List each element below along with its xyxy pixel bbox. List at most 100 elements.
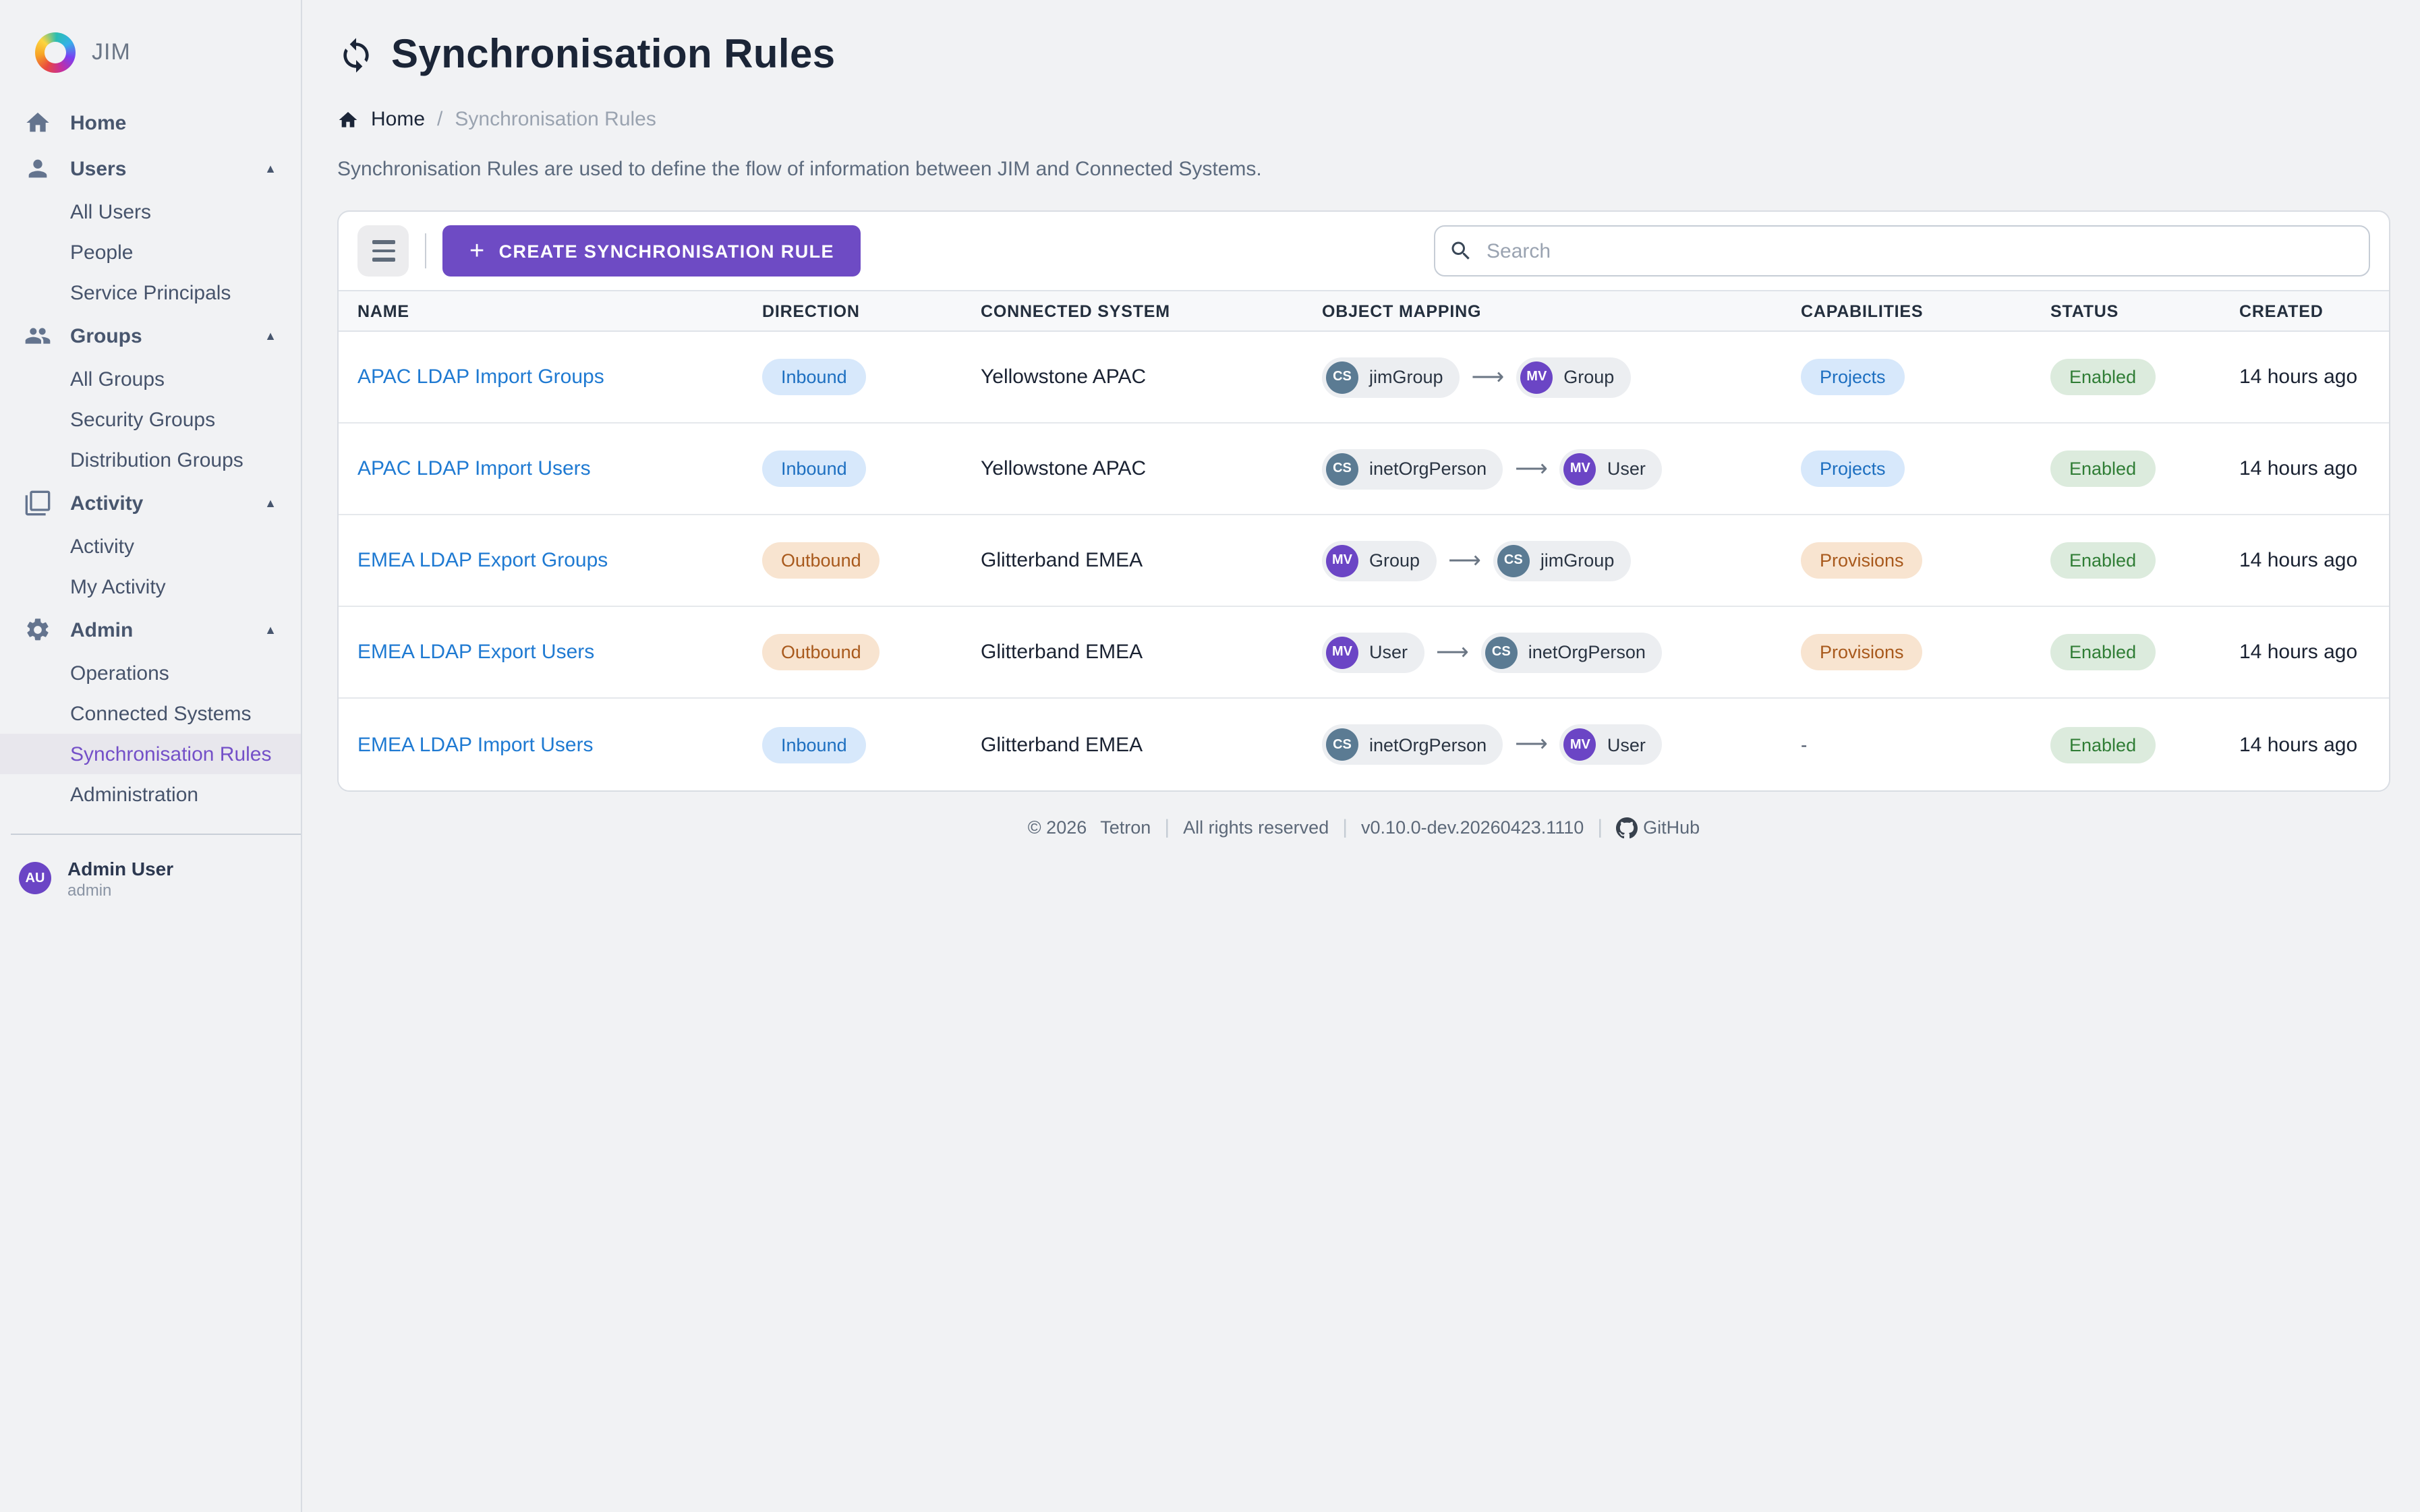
brand: JIM — [0, 22, 301, 100]
capability-badge: Projects — [1801, 359, 1905, 395]
sidebar-item-home[interactable]: Home — [0, 100, 301, 146]
mapping-source-chip: CS inetOrgPerson — [1322, 724, 1503, 765]
source-system-avatar: CS — [1326, 728, 1358, 761]
mapping-source-chip: MV User — [1322, 632, 1424, 672]
search — [1434, 225, 2370, 277]
source-object-label: User — [1369, 642, 1408, 662]
sidebar-group-users[interactable]: Users ▲ — [0, 146, 301, 192]
table-header-row: NAME DIRECTION CONNECTED SYSTEM OBJECT M… — [339, 290, 2389, 332]
target-object-label: Group — [1563, 367, 1615, 387]
capability-badge: Projects — [1801, 450, 1905, 487]
column-header-name: NAME — [357, 301, 409, 320]
target-object-label: jimGroup — [1540, 550, 1615, 571]
target-object-label: inetOrgPerson — [1528, 642, 1646, 662]
capability-badge: Provisions — [1801, 634, 1923, 670]
rule-name-link[interactable]: EMEA LDAP Export Users — [357, 641, 595, 664]
toolbar-divider — [425, 233, 426, 268]
target-system-avatar: MV — [1563, 728, 1596, 761]
connected-system-value: Glitterband EMEA — [981, 549, 1143, 572]
target-system-avatar: CS — [1497, 544, 1530, 577]
sync-icon — [343, 38, 369, 73]
sidebar-group-activity[interactable]: Activity ▲ — [0, 480, 301, 526]
source-system-avatar: CS — [1326, 453, 1358, 485]
table-row[interactable]: EMEA LDAP Export Users Outbound Glitterb… — [339, 607, 2389, 699]
source-system-avatar: MV — [1326, 636, 1358, 668]
github-icon — [1616, 817, 1638, 838]
rule-name-link[interactable]: EMEA LDAP Import Users — [357, 733, 594, 756]
rule-name-link[interactable]: EMEA LDAP Export Groups — [357, 549, 608, 572]
table-row[interactable]: APAC LDAP Import Groups Inbound Yellowst… — [339, 332, 2389, 424]
direction-badge: Inbound — [762, 450, 866, 487]
sidebar-item-operations[interactable]: Operations — [70, 662, 169, 685]
table-body: APAC LDAP Import Groups Inbound Yellowst… — [339, 332, 2389, 790]
created-value: 14 hours ago — [2239, 549, 2358, 572]
rule-name-link[interactable]: APAC LDAP Import Users — [357, 457, 591, 480]
sidebar-item-my-activity[interactable]: My Activity — [70, 575, 166, 598]
page-description: Synchronisation Rules are used to define… — [337, 158, 1262, 181]
mapping-source-chip: CS inetOrgPerson — [1322, 448, 1503, 489]
breadcrumb-separator: / — [437, 108, 443, 131]
rules-table-card: + CREATE SYNCHRONISATION RULE NAME DIREC… — [337, 210, 2390, 792]
mapping-target-chip: MV User — [1559, 448, 1662, 489]
home-icon — [26, 113, 49, 132]
status-badge: Enabled — [2050, 359, 2156, 395]
status-badge: Enabled — [2050, 634, 2156, 670]
chevron-up-icon: ▲ — [264, 329, 277, 343]
sidebar: JIM Home Users ▲ All Users People Servic… — [0, 0, 302, 1512]
column-header-status: STATUS — [2050, 301, 2119, 320]
mapping-source-chip: MV Group — [1322, 540, 1437, 581]
direction-badge: Inbound — [762, 726, 866, 763]
column-header-capabilities: CAPABILITIES — [1801, 301, 1924, 320]
sidebar-item-administration[interactable]: Administration — [70, 783, 199, 806]
search-input[interactable] — [1434, 225, 2370, 277]
footer-company: Tetron — [1100, 817, 1151, 838]
capability-badge: - — [1801, 734, 1808, 755]
activity-icon — [25, 490, 51, 516]
sidebar-item-all-users[interactable]: All Users — [70, 200, 152, 223]
status-badge: Enabled — [2050, 542, 2156, 579]
avatar: AU — [19, 862, 51, 895]
sidebar-item-synchronisation-rules[interactable]: Synchronisation Rules — [0, 734, 301, 774]
user-icon — [28, 159, 47, 178]
connected-system-value: Yellowstone APAC — [981, 457, 1147, 480]
sidebar-item-connected-systems[interactable]: Connected Systems — [70, 702, 252, 725]
mapping-target-chip: CS inetOrgPerson — [1480, 632, 1662, 672]
sidebar-item-service-principals[interactable]: Service Principals — [70, 281, 231, 304]
breadcrumb-current: Synchronisation Rules — [455, 108, 656, 131]
direction-badge: Inbound — [762, 359, 866, 395]
table-row[interactable]: EMEA LDAP Import Users Inbound Glitterba… — [339, 699, 2389, 790]
sidebar-item-people[interactable]: People — [70, 241, 134, 264]
arrow-right-icon: ⟶ — [1471, 364, 1505, 389]
github-link[interactable]: GitHub — [1616, 817, 1700, 838]
table-row[interactable]: EMEA LDAP Export Groups Outbound Glitter… — [339, 515, 2389, 607]
connected-system-value: Yellowstone APAC — [981, 366, 1147, 388]
source-object-label: inetOrgPerson — [1369, 734, 1487, 755]
column-header-created: CREATED — [2239, 301, 2324, 320]
sidebar-group-groups[interactable]: Groups ▲ — [0, 313, 301, 359]
user-role: admin — [67, 881, 112, 900]
mapping-target-chip: MV User — [1559, 724, 1662, 765]
target-system-avatar: CS — [1485, 636, 1518, 668]
source-object-label: inetOrgPerson — [1369, 459, 1487, 479]
sidebar-item-security-groups[interactable]: Security Groups — [70, 408, 216, 431]
footer-rights: All rights reserved — [1183, 817, 1329, 838]
connected-system-value: Glitterband EMEA — [981, 641, 1143, 664]
rule-name-link[interactable]: APAC LDAP Import Groups — [357, 366, 604, 388]
user-profile[interactable]: AU Admin User admin — [0, 851, 301, 900]
table-row[interactable]: APAC LDAP Import Users Inbound Yellowsto… — [339, 424, 2389, 515]
sidebar-group-admin[interactable]: Admin ▲ — [0, 607, 301, 653]
table-menu-button[interactable] — [357, 225, 409, 277]
chevron-up-icon: ▲ — [264, 623, 277, 637]
chevron-up-icon: ▲ — [264, 162, 277, 175]
sidebar-item-distribution-groups[interactable]: Distribution Groups — [70, 448, 243, 471]
breadcrumb: Home / Synchronisation Rules — [337, 108, 2390, 131]
target-object-label: User — [1607, 734, 1646, 755]
sidebar-item-all-groups[interactable]: All Groups — [70, 368, 165, 390]
chevron-up-icon: ▲ — [264, 496, 277, 510]
plus-icon: + — [469, 237, 486, 265]
target-object-label: User — [1607, 459, 1646, 479]
create-synchronisation-rule-button[interactable]: + CREATE SYNCHRONISATION RULE — [442, 225, 861, 277]
breadcrumb-home[interactable]: Home — [371, 108, 426, 131]
sidebar-item-activity[interactable]: Activity — [70, 535, 135, 558]
